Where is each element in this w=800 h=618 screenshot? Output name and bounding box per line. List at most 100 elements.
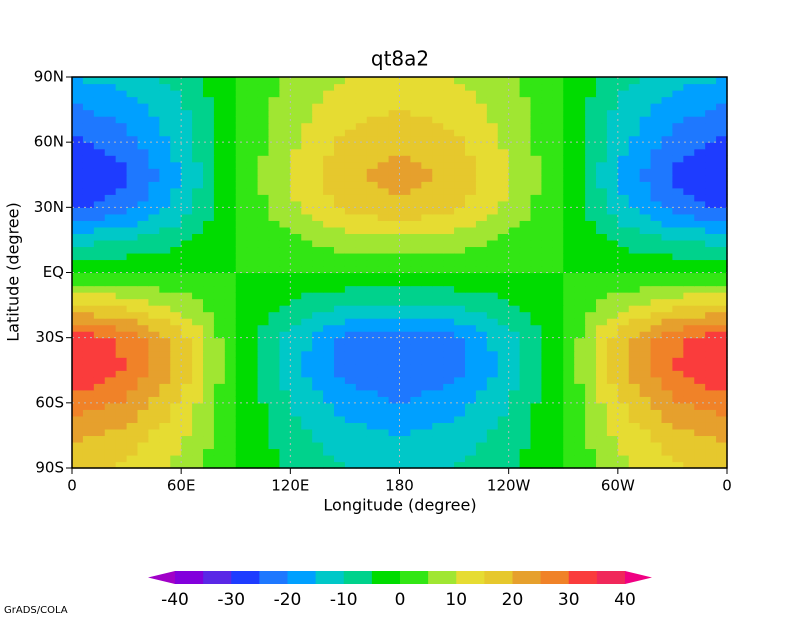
contour-cell [541,259,553,267]
contour-cell [323,311,335,319]
contour-cell [290,370,302,378]
contour-cell [497,90,510,98]
contour-cell [148,174,160,182]
contour-cell [672,194,684,202]
contour-cell [104,376,117,384]
contour-cell [650,376,663,384]
contour-cell [203,428,215,437]
contour-cell [334,207,346,215]
contour-cell [279,305,291,313]
contour-cell [683,389,695,397]
contour-cell [574,103,586,111]
contour-cell [170,370,182,378]
contour-cell [465,148,477,156]
contour-cell [323,142,335,150]
contour-cell [246,181,259,189]
contour-cell [312,155,324,163]
contour-cell [716,168,728,176]
contour-cell [377,324,390,332]
contour-cell [268,96,281,104]
contour-cell [388,187,401,195]
contour-cell [159,383,171,391]
contour-cell [279,311,291,319]
contour-cell [126,246,139,254]
contour-cell [497,259,510,267]
contour-cell [541,292,553,300]
contour-cell [115,324,128,332]
contour-cell [355,396,368,404]
contour-cell [563,454,575,463]
contour-cell [312,135,324,143]
contour-cell [486,324,499,332]
contour-cell [650,337,663,345]
contour-cell [268,207,281,215]
contour-cell [617,77,630,85]
contour-cell [148,259,160,267]
contour-cell [192,187,204,195]
contour-cell [366,331,379,339]
contour-cell [443,116,455,124]
contour-cell [170,174,182,182]
contour-cell [606,194,619,202]
contour-cell [181,318,193,326]
contour-cell [388,129,401,137]
contour-cell [170,116,182,124]
contour-cell [126,370,139,378]
contour-cell [694,318,706,326]
contour-cell [257,454,270,463]
contour-cell [312,233,324,241]
contour-cell [683,331,695,339]
contour-cell [639,376,652,384]
contour-cell [137,148,150,156]
contour-cell [235,415,248,423]
contour-cell [705,116,717,124]
contour-cell [366,116,379,124]
contour-cell [508,311,521,319]
contour-cell [192,103,204,111]
contour-cell [148,383,160,391]
contour-cell [508,96,521,104]
contour-cell [148,337,160,345]
contour-cell [563,305,575,313]
contour-cell [181,200,193,208]
contour-cell [683,109,695,117]
contour-cell [617,448,630,456]
contour-cell [301,331,313,339]
contour-cell [596,370,608,378]
y-tick-label: 90N [34,68,64,86]
contour-cell [683,148,695,156]
contour-cell [257,129,270,137]
contour-cell [508,265,521,274]
contour-cell [585,350,597,358]
contour-cell [519,337,532,345]
contour-cell [606,454,619,463]
contour-cell [541,441,553,450]
contour-cell [421,285,433,293]
colorbar-box [231,571,260,584]
contour-cell [192,285,204,293]
contour-cell [224,168,237,176]
contour-cell [574,213,586,221]
contour-cell [421,279,433,287]
contour-cell [705,402,717,410]
contour-cell [541,337,553,345]
contour-cell [213,396,226,404]
contour-cell [224,181,237,189]
contour-cell [552,187,564,195]
contour-cell [126,83,139,91]
contour-cell [366,77,379,85]
contour-cell [104,298,117,306]
contour-cell [672,259,684,267]
contour-cell [443,252,455,261]
contour-cell [552,350,564,358]
contour-cell [268,226,281,234]
contour-cell [388,239,401,248]
contour-cell [213,324,226,332]
contour-cell [672,220,684,228]
contour-cell [639,409,652,417]
contour-cell [268,187,281,195]
contour-cell [104,213,117,221]
contour-cell [454,389,466,397]
contour-cell [181,305,193,313]
contour-cell [181,435,193,443]
